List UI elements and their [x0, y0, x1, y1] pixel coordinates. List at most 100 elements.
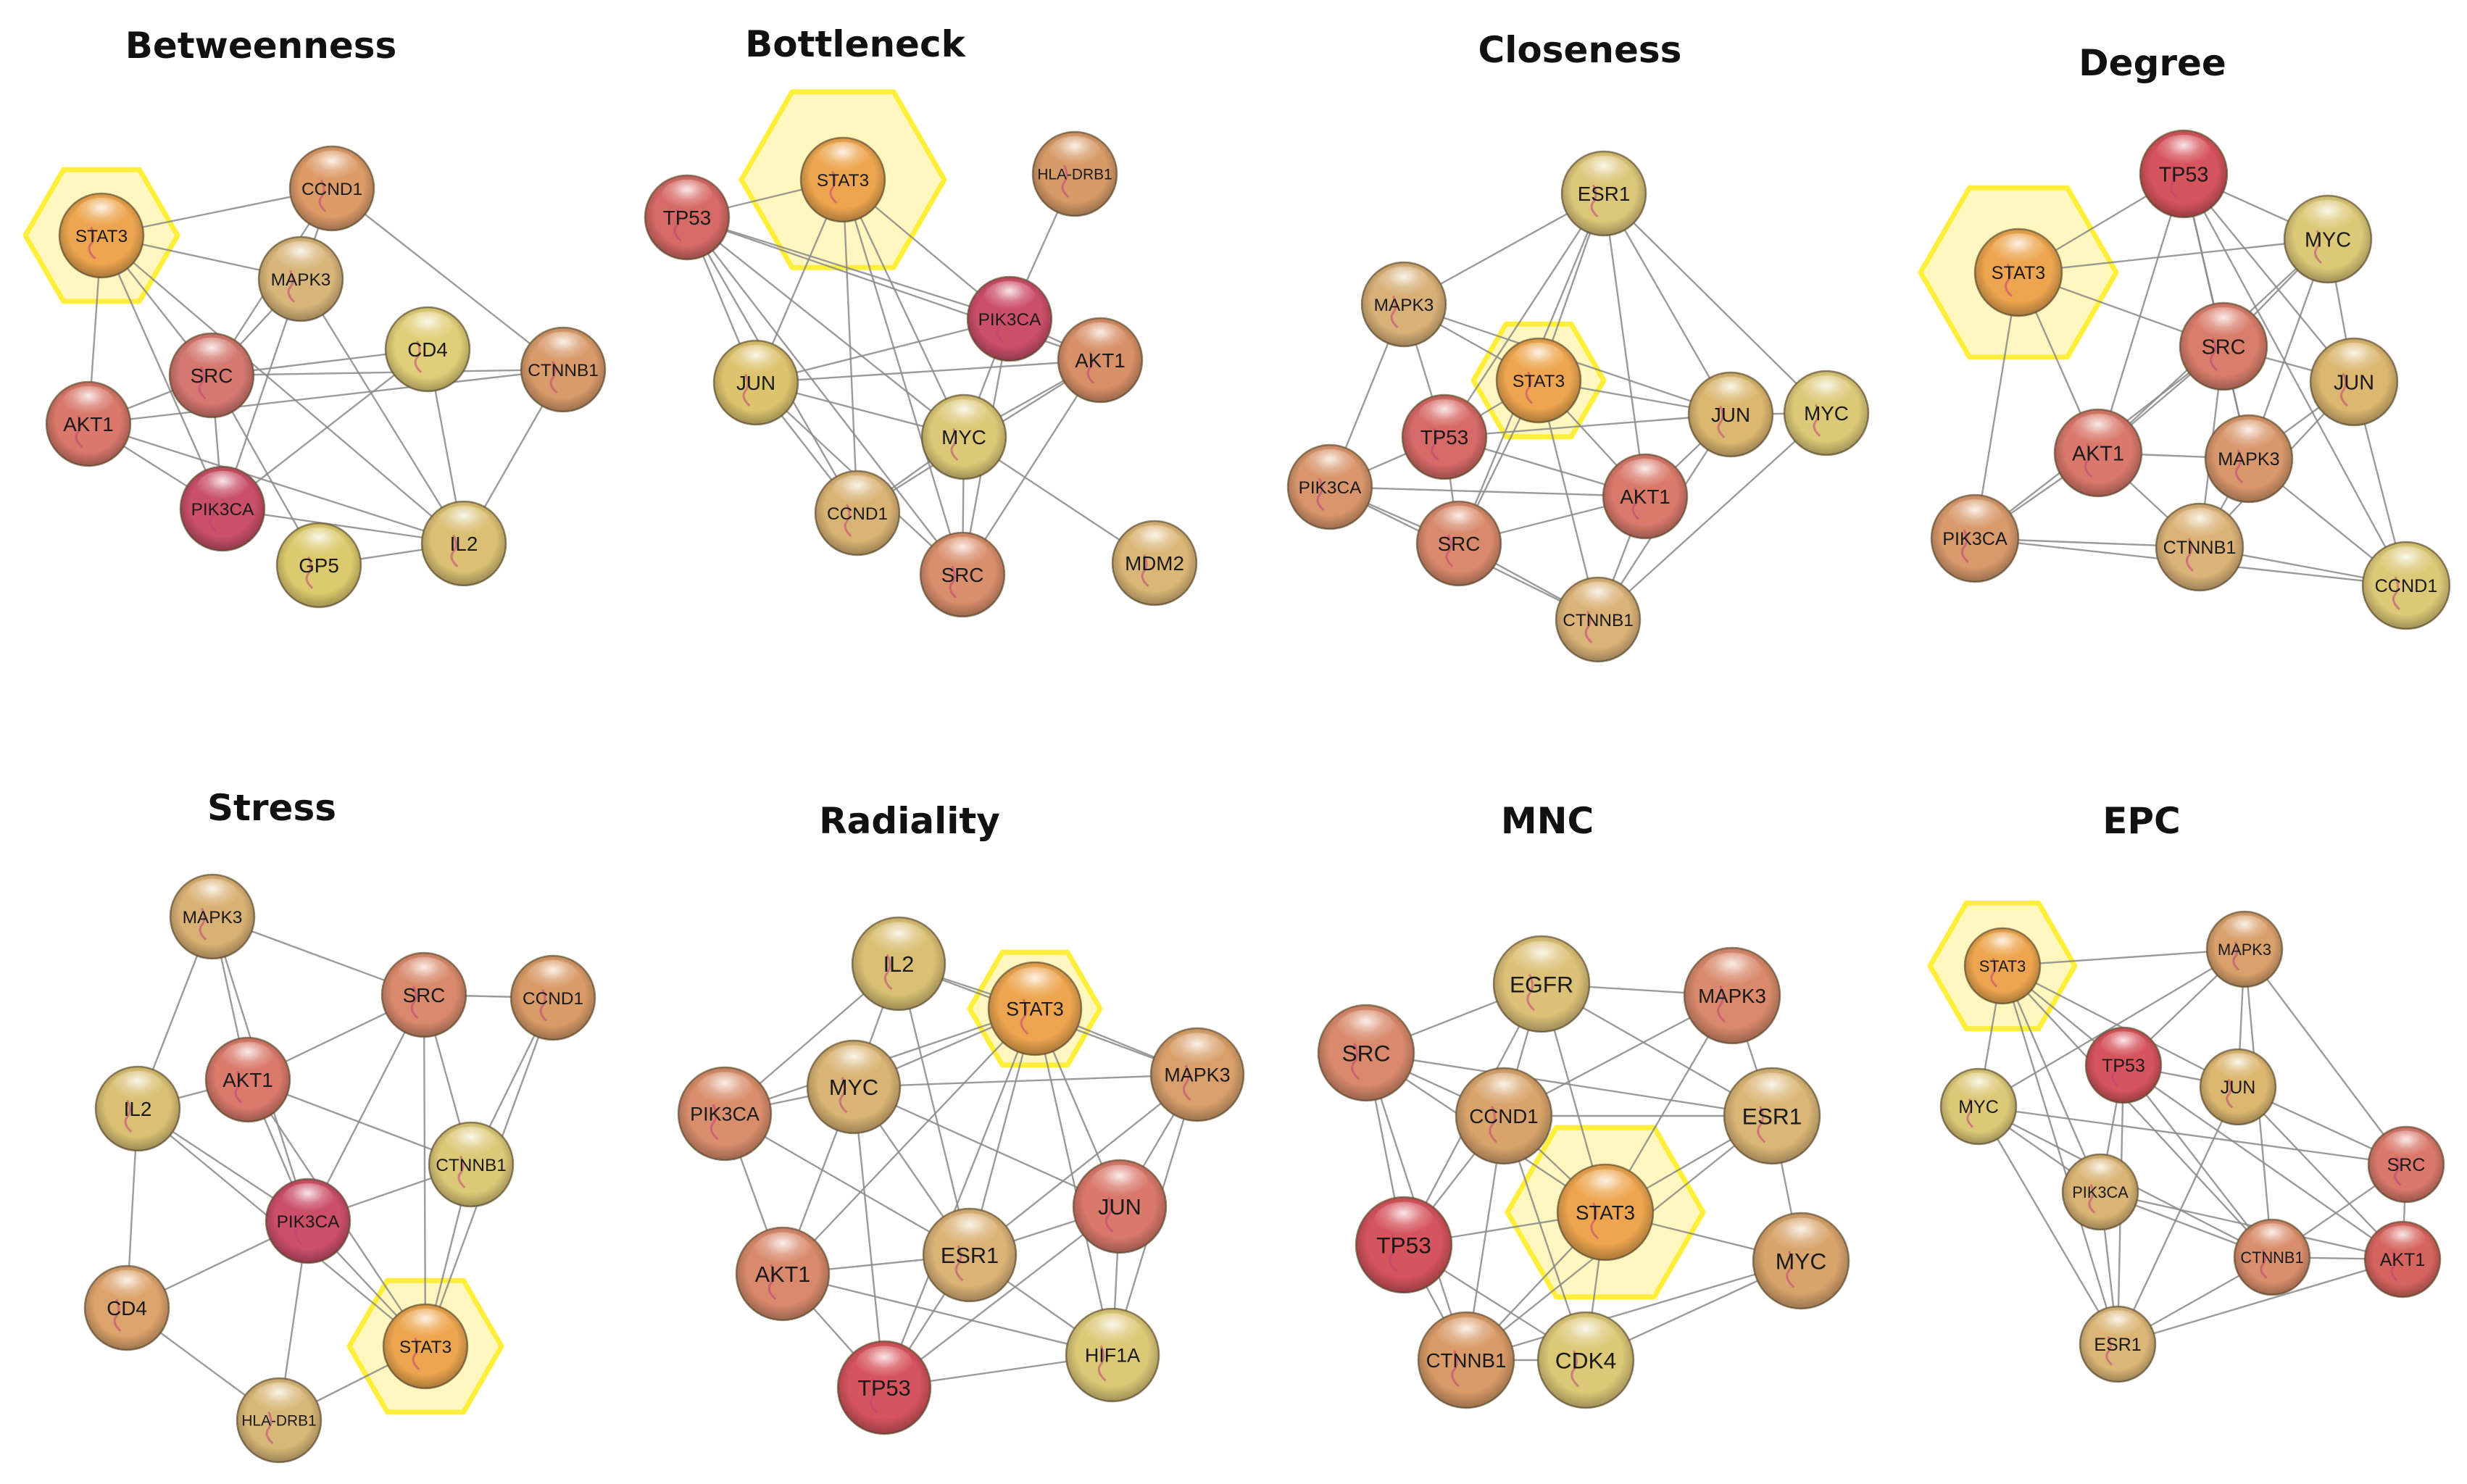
node-pik3ca[interactable]: PIK3CA	[966, 275, 1053, 362]
node-stat3[interactable]: STAT3	[58, 192, 145, 279]
node-akt1[interactable]: AKT1	[735, 1226, 831, 1322]
node-stat3[interactable]: STAT3	[1973, 228, 2063, 317]
node-myc[interactable]: MYC	[1939, 1067, 2018, 1146]
node-ctnnb1[interactable]: CTNNB1	[2233, 1218, 2311, 1296]
node-tp53[interactable]: TP53	[644, 174, 731, 261]
node-akt1[interactable]: AKT1	[1057, 317, 1144, 404]
node-pik3ca[interactable]: PIK3CA	[179, 465, 266, 552]
node-myc[interactable]: MYC	[2283, 194, 2373, 284]
node-ctnnb1[interactable]: CTNNB1	[1555, 576, 1642, 663]
node-src[interactable]: SRC	[168, 332, 255, 419]
node-pik3ca[interactable]: PIK3CA	[265, 1177, 351, 1264]
node-stat3[interactable]: STAT3	[1495, 337, 1582, 424]
node-jun[interactable]: JUN	[2309, 337, 2399, 427]
node-pik3ca[interactable]: PIK3CA	[1286, 443, 1373, 530]
node-akt1[interactable]: AKT1	[204, 1036, 291, 1123]
node-myc[interactable]: MYC	[1783, 370, 1870, 457]
node-jun[interactable]: JUN	[1687, 371, 1774, 458]
node-akt1[interactable]: AKT1	[2053, 408, 2143, 498]
node-il2[interactable]: IL2	[851, 916, 947, 1012]
node-esr1[interactable]: ESR1	[1723, 1067, 1821, 1165]
node-ccnd1[interactable]: CCND1	[509, 954, 596, 1041]
edge-esr1-myc	[1603, 193, 1827, 414]
node-cdk4[interactable]: CDK4	[1536, 1311, 1635, 1409]
node-tp53[interactable]: TP53	[2139, 129, 2229, 219]
node-gloss	[1378, 266, 1430, 301]
node-mapk3[interactable]: MAPK3	[2204, 414, 2294, 504]
node-mapk3[interactable]: MAPK3	[2205, 910, 2284, 988]
node-gloss	[2379, 1225, 2426, 1256]
edge-pik3ca-akt1	[1329, 485, 1646, 498]
node-stat3[interactable]: STAT3	[799, 136, 886, 223]
node-akt1[interactable]: AKT1	[45, 380, 132, 467]
node-label: JUN	[1711, 404, 1750, 426]
node-pik3ca[interactable]: PIK3CA	[2061, 1153, 2139, 1231]
node-hif1a[interactable]: HIF1A	[1065, 1307, 1160, 1403]
node-cd4[interactable]: CD4	[83, 1264, 170, 1351]
node-akt1[interactable]: AKT1	[2363, 1220, 2442, 1298]
node-mapk3[interactable]: MAPK3	[257, 235, 344, 322]
protein-structure-icon	[2234, 449, 2244, 484]
node-jun[interactable]: JUN	[1072, 1159, 1168, 1254]
edge-stat3-ctnnb1	[2002, 965, 2273, 1258]
node-myc[interactable]: MYC	[806, 1039, 902, 1135]
node-tp53[interactable]: TP53	[1355, 1196, 1453, 1294]
edge-tp53-jun	[2183, 173, 2355, 383]
node-label: PIK3CA	[277, 1212, 340, 1232]
edge-esr1-tp53	[1443, 193, 1605, 438]
node-stat3[interactable]: STAT3	[1963, 927, 2042, 1005]
node-mapk3[interactable]: MAPK3	[1149, 1027, 1245, 1122]
node-il2[interactable]: IL2	[94, 1065, 181, 1152]
node-ctnnb1[interactable]: CTNNB1	[520, 326, 607, 413]
node-label: CTNNB1	[436, 1156, 507, 1175]
node-pik3ca[interactable]: PIK3CA	[677, 1066, 773, 1162]
edge-stat3-esr1	[2001, 965, 2119, 1345]
node-esr1[interactable]: ESR1	[1560, 150, 1647, 237]
edge-src-esr1	[1365, 1051, 1773, 1117]
node-myc[interactable]: MYC	[1752, 1212, 1850, 1310]
node-mapk3[interactable]: MAPK3	[169, 873, 256, 960]
node-myc[interactable]: MYC	[920, 393, 1007, 480]
node-src[interactable]: SRC	[919, 531, 1006, 618]
panel-title: Degree	[2079, 42, 2226, 84]
node-hla-drb1[interactable]: HLA-DRB1	[236, 1377, 323, 1464]
node-ccnd1[interactable]: CCND1	[288, 145, 375, 232]
node-esr1[interactable]: ESR1	[922, 1207, 1018, 1303]
node-tp53[interactable]: TP53	[836, 1340, 932, 1435]
node-jun[interactable]: JUN	[2199, 1048, 2277, 1126]
node-egfr[interactable]: EGFR	[1492, 935, 1591, 1033]
node-tp53[interactable]: TP53	[2084, 1026, 2163, 1104]
node-ccnd1[interactable]: CCND1	[814, 470, 901, 556]
node-src[interactable]: SRC	[2179, 301, 2268, 391]
protein-structure-icon	[950, 428, 959, 462]
node-cd4[interactable]: CD4	[384, 306, 471, 393]
node-src[interactable]: SRC	[380, 951, 467, 1038]
node-ctnnb1[interactable]: CTNNB1	[2155, 502, 2245, 592]
node-il2[interactable]: IL2	[420, 500, 507, 587]
node-tp53[interactable]: TP53	[1401, 393, 1488, 480]
node-akt1[interactable]: AKT1	[1602, 453, 1689, 540]
node-stat3[interactable]: STAT3	[382, 1303, 469, 1390]
node-esr1[interactable]: ESR1	[2079, 1305, 2157, 1383]
node-mdm2[interactable]: MDM2	[1111, 520, 1198, 606]
node-src[interactable]: SRC	[1415, 500, 1502, 587]
node-jun[interactable]: JUN	[712, 339, 799, 426]
node-label: TP53	[2159, 163, 2209, 186]
node-ccnd1[interactable]: CCND1	[2361, 541, 2451, 630]
node-pik3ca[interactable]: PIK3CA	[1930, 493, 2020, 583]
node-gp5[interactable]: GP5	[275, 522, 362, 609]
node-ctnnb1[interactable]: CTNNB1	[428, 1121, 515, 1208]
node-hla-drb1[interactable]: HLA-DRB1	[1031, 130, 1118, 217]
node-stat3[interactable]: STAT3	[987, 961, 1083, 1056]
node-src[interactable]: SRC	[2367, 1125, 2445, 1204]
edge-tp53-akt1	[2123, 1064, 2403, 1260]
node-stat3[interactable]: STAT3	[1556, 1163, 1655, 1262]
protein-structure-icon	[1990, 957, 1998, 988]
node-ccnd1[interactable]: CCND1	[1455, 1067, 1553, 1165]
node-label: PIK3CA	[1299, 478, 1362, 498]
edge-stat3-pik3ca	[1973, 272, 2020, 539]
node-mapk3[interactable]: MAPK3	[1683, 946, 1781, 1045]
node-mapk3[interactable]: MAPK3	[1360, 261, 1447, 348]
node-src[interactable]: SRC	[1317, 1004, 1415, 1102]
node-ctnnb1[interactable]: CTNNB1	[1417, 1311, 1515, 1409]
